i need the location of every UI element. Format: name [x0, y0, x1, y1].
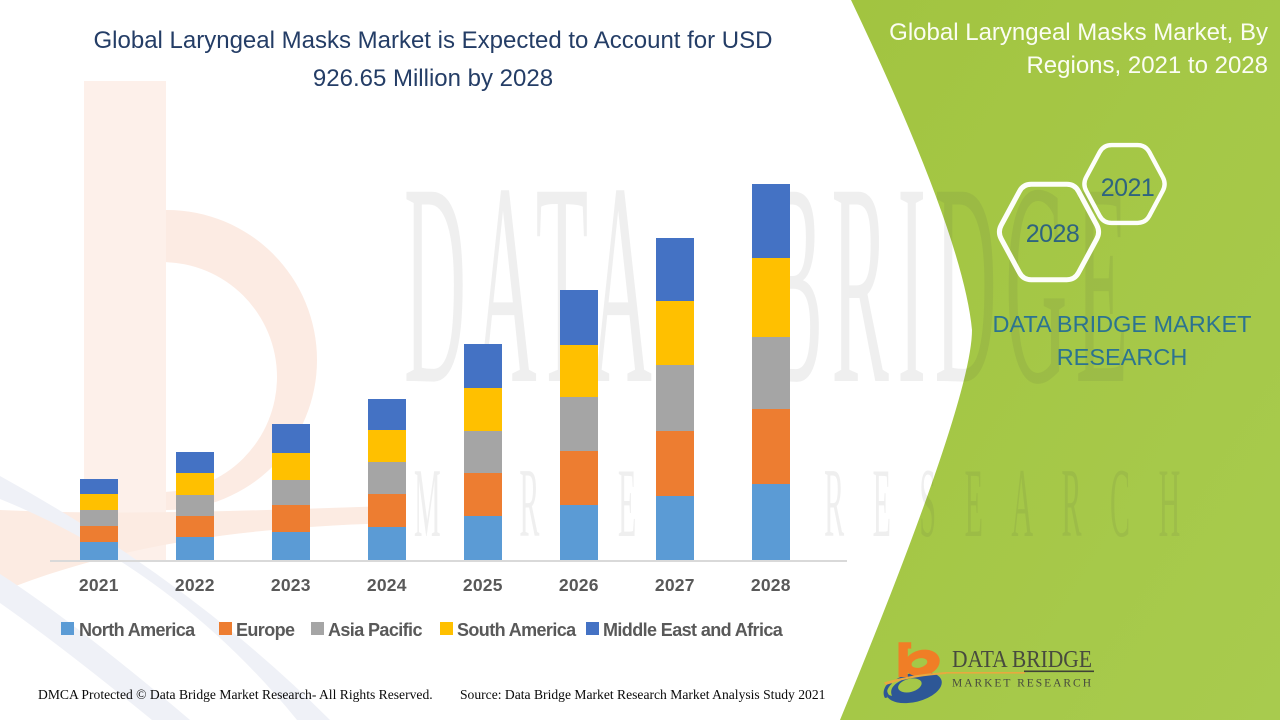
svg-text:MARKET RESEARCH: MARKET RESEARCH [952, 678, 1091, 690]
svg-text:2021: 2021 [1101, 174, 1155, 202]
svg-text:2028: 2028 [1026, 220, 1080, 248]
svg-text:DATA BRIDGE: DATA BRIDGE [952, 646, 1092, 673]
